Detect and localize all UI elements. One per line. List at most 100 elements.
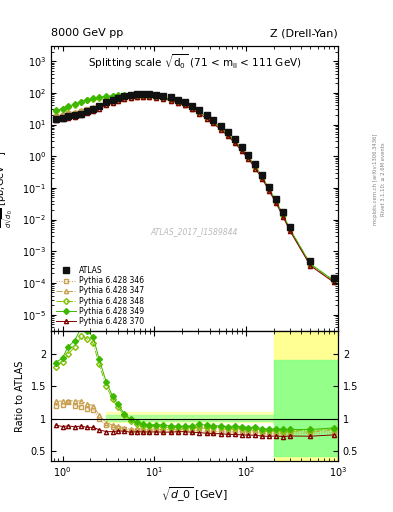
Pythia 6.428 346 [79,109,84,115]
Pythia 6.428 347 [232,139,237,145]
Text: Rivet 3.1.10; ≥ 2.6M events: Rivet 3.1.10; ≥ 2.6M events [381,142,386,216]
Line: ATLAS: ATLAS [53,91,336,281]
ATLAS [232,136,237,142]
Pythia 6.428 346 [331,279,336,285]
ATLAS [104,99,109,105]
Pythia 6.428 370 [267,188,272,194]
Line: Pythia 6.428 349: Pythia 6.428 349 [54,93,336,283]
Pythia 6.428 348 [154,93,159,99]
Pythia 6.428 346 [281,213,285,219]
Text: ATLAS_2017_I1589844: ATLAS_2017_I1589844 [151,227,238,236]
Line: Pythia 6.428 346: Pythia 6.428 346 [54,95,336,284]
Pythia 6.428 348 [190,105,195,111]
Pythia 6.428 348 [197,109,202,115]
Pythia 6.428 347 [141,93,145,99]
Pythia 6.428 348 [161,94,165,100]
Pythia 6.428 348 [281,212,285,218]
Pythia 6.428 349 [66,103,70,109]
Pythia 6.428 370 [154,95,159,101]
Text: 8000 GeV pp: 8000 GeV pp [51,28,123,38]
ATLAS [246,152,251,158]
Pythia 6.428 349 [331,278,336,284]
Pythia 6.428 349 [239,145,244,152]
Pythia 6.428 346 [122,96,127,102]
Pythia 6.428 346 [175,100,180,106]
Pythia 6.428 370 [128,95,133,101]
Pythia 6.428 349 [161,94,165,100]
Pythia 6.428 347 [161,95,165,101]
Pythia 6.428 348 [66,104,70,110]
Pythia 6.428 347 [331,278,336,284]
Pythia 6.428 349 [110,93,115,99]
Pythia 6.428 349 [141,92,145,98]
Pythia 6.428 347 [260,175,265,181]
ATLAS [54,116,59,122]
Pythia 6.428 349 [79,98,84,104]
ATLAS [79,111,84,117]
Pythia 6.428 347 [97,102,101,109]
ATLAS [147,91,152,97]
Pythia 6.428 348 [239,146,244,152]
ATLAS [135,91,140,97]
Pythia 6.428 349 [54,108,59,114]
Pythia 6.428 347 [226,132,230,138]
Pythia 6.428 349 [288,226,292,232]
Pythia 6.428 370 [161,96,165,102]
Pythia 6.428 349 [308,261,313,267]
Pythia 6.428 349 [175,98,180,104]
Pythia 6.428 348 [175,99,180,105]
Pythia 6.428 348 [135,92,140,98]
Pythia 6.428 346 [204,115,209,121]
Pythia 6.428 347 [239,146,244,153]
Pythia 6.428 347 [122,95,127,101]
Pythia 6.428 346 [190,106,195,112]
Pythia 6.428 347 [60,111,65,117]
Pythia 6.428 347 [116,97,120,103]
Pythia 6.428 370 [260,176,265,182]
Pythia 6.428 346 [147,94,152,100]
Pythia 6.428 346 [246,155,251,161]
Pythia 6.428 346 [72,110,77,116]
Pythia 6.428 370 [226,133,230,139]
ATLAS [97,103,101,109]
ATLAS [308,258,313,264]
Pythia 6.428 347 [128,94,133,100]
Pythia 6.428 346 [104,101,109,107]
Pythia 6.428 346 [239,147,244,153]
Pythia 6.428 346 [308,262,313,268]
ATLAS [161,93,165,99]
Pythia 6.428 370 [308,263,313,269]
Pythia 6.428 370 [104,102,109,109]
Pythia 6.428 347 [182,102,187,108]
Pythia 6.428 349 [128,92,133,98]
Pythia 6.428 347 [154,94,159,100]
Pythia 6.428 346 [211,120,216,126]
Pythia 6.428 349 [147,92,152,98]
Pythia 6.428 370 [85,110,90,116]
Pythia 6.428 347 [308,262,313,268]
Pythia 6.428 349 [85,97,90,103]
Pythia 6.428 349 [116,92,120,98]
Pythia 6.428 347 [135,94,140,100]
Y-axis label: Ratio to ATLAS: Ratio to ATLAS [15,360,25,432]
Pythia 6.428 348 [232,138,237,144]
Pythia 6.428 348 [204,114,209,120]
ATLAS [260,172,265,178]
Pythia 6.428 349 [219,124,223,131]
Pythia 6.428 346 [253,164,258,170]
Pythia 6.428 347 [197,110,202,116]
Pythia 6.428 348 [91,96,95,102]
Pythia 6.428 370 [204,115,209,121]
Pythia 6.428 370 [232,140,237,146]
Pythia 6.428 346 [260,175,265,181]
Pythia 6.428 348 [331,278,336,284]
Pythia 6.428 347 [91,104,95,110]
Pythia 6.428 348 [141,92,145,98]
X-axis label: $\sqrt{d\_0}$ [GeV]: $\sqrt{d\_0}$ [GeV] [161,485,228,503]
Pythia 6.428 370 [219,126,223,133]
Pythia 6.428 347 [168,97,173,103]
Pythia 6.428 349 [60,105,65,112]
Pythia 6.428 348 [260,175,265,181]
Line: Pythia 6.428 348: Pythia 6.428 348 [54,93,336,283]
Pythia 6.428 349 [253,163,258,169]
